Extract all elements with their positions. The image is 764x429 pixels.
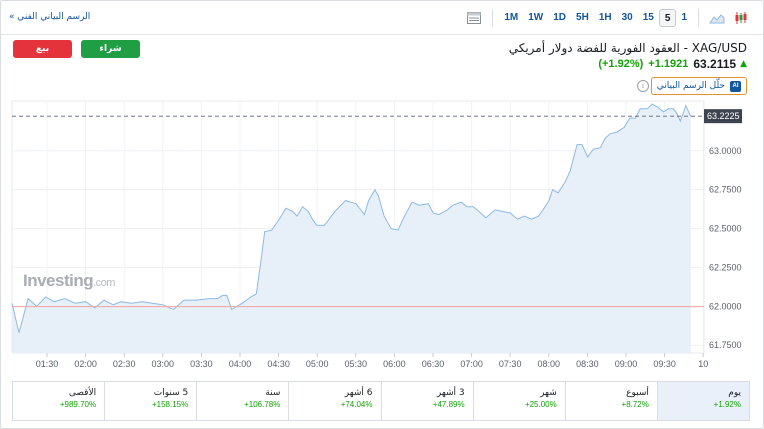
y-tick-label: 62.0000 — [709, 301, 742, 311]
x-tick-label: 05:30 — [345, 359, 368, 369]
performance-cell[interactable]: أسبوع +8.72% — [564, 382, 657, 420]
performance-value: +74.04% — [340, 400, 373, 409]
buy-button[interactable]: شراء — [81, 40, 140, 58]
last-price-box — [704, 109, 742, 124]
x-tick-label: 10 — [698, 359, 708, 369]
performance-strip: يوم +1.92% أسبوع +8.72% شهر +25.00% 3 أشهر +47.… — [12, 381, 750, 421]
performance-value: +158.15% — [151, 400, 189, 409]
timeframe-button[interactable]: 1W — [528, 12, 544, 23]
y-tick-label: 61.7500 — [709, 340, 742, 350]
ai-badge-icon: AI — [730, 80, 741, 92]
timeframe-button[interactable]: 5H — [576, 12, 589, 23]
analyze-chart-label: حلّل الرسم البياني — [656, 81, 725, 91]
technical-chart-link[interactable]: الرسم البياني الفني » — [9, 12, 91, 22]
performance-value: +106.78% — [244, 400, 281, 409]
timeframe-button[interactable]: 5 — [658, 9, 677, 27]
x-tick-label: 03:00 — [152, 359, 175, 369]
x-tick-label: 02:00 — [74, 359, 97, 369]
performance-period: 3 أشهر — [436, 388, 465, 398]
performance-period: 6 أشهر — [344, 388, 373, 398]
timeframe-button[interactable]: 30 — [621, 12, 633, 23]
performance-period: يوم — [728, 388, 741, 398]
x-tick-label: 09:00 — [615, 359, 638, 369]
watermark-brand: Investing — [23, 271, 94, 290]
x-tick-label: 07:30 — [499, 359, 522, 369]
x-tick-label: 06:00 — [383, 359, 406, 369]
x-tick-label: 04:00 — [229, 359, 252, 369]
series-area — [12, 104, 691, 353]
price-summary: (+1.92%) +1.1921 63.2115 ▲ — [598, 56, 747, 72]
performance-cell[interactable]: الأقصى +989.70% — [13, 382, 104, 420]
x-tick-label: 08:00 — [538, 359, 561, 369]
performance-value: +8.72% — [621, 400, 649, 409]
x-tick-label: 06:30 — [422, 359, 445, 369]
last-price-label: 63.2225 — [707, 111, 740, 121]
timeframe-button[interactable]: 1M — [504, 12, 519, 23]
performance-cell[interactable]: 3 أشهر +47.89% — [380, 382, 473, 420]
x-tick-label: 09:30 — [653, 359, 676, 369]
y-tick-label: 62.2500 — [709, 262, 742, 272]
x-tick-label: 08:30 — [576, 359, 599, 369]
x-tick-label: 04:30 — [267, 359, 290, 369]
performance-period: شهر — [540, 388, 557, 398]
timeframe-button[interactable]: 1 — [681, 12, 687, 23]
performance-period: أسبوع — [626, 388, 649, 398]
x-tick-label: 01:30 — [36, 359, 59, 369]
sell-button[interactable]: بيع — [13, 40, 72, 58]
candlestick-icon[interactable] — [732, 9, 750, 27]
x-tick-label: 02:30 — [113, 359, 136, 369]
toolbar-divider — [698, 9, 699, 27]
x-tick-label: 07:00 — [460, 359, 483, 369]
performance-cell[interactable]: 5 سنوات +158.15% — [104, 382, 196, 420]
timeframe-button[interactable]: 1D — [553, 12, 567, 23]
mountain-chart-icon[interactable] — [708, 9, 726, 27]
chart-toolbar: الرسم البياني الفني » 1M 1W 1D 5H 1H 30 15 5 1 — [1, 1, 763, 35]
timeframe-bar: 1M 1W 1D 5H 1H 30 15 5 1 — [462, 8, 753, 28]
change-value: +1.1921 — [648, 58, 689, 70]
y-tick-label: 63.0000 — [709, 146, 742, 156]
performance-value: +25.00% — [524, 400, 557, 409]
toolbar-divider — [492, 9, 494, 27]
last-price: 63.2115 — [693, 57, 737, 71]
performance-period: 5 سنوات — [153, 388, 189, 398]
x-tick-label: 03:30 — [190, 359, 213, 369]
series-line — [11, 103, 692, 333]
up-arrow-icon: ▲ — [740, 59, 747, 69]
instrument-title: XAG/USD - العقود الفورية للفضة دولار أمر… — [508, 41, 747, 55]
timeframe-button[interactable]: 15 — [642, 12, 654, 23]
performance-value: +47.89% — [432, 400, 465, 409]
performance-cell[interactable]: 6 أشهر +74.04% — [288, 382, 380, 420]
investing-watermark: Investing.com — [23, 271, 115, 291]
timeframe-buttons: 1M 1W 1D 5H 1H 30 15 5 1 — [499, 9, 692, 27]
performance-period: سنة — [265, 388, 281, 398]
performance-cell[interactable]: سنة +106.78% — [196, 382, 288, 420]
info-icon[interactable]: i — [637, 80, 649, 92]
timeframe-button[interactable]: 1H — [598, 12, 612, 23]
price-chart[interactable]: 61.7500 62.0000 62.2500 62.5000 62.7500 63.00… — [1, 1, 763, 379]
performance-value: +989.70% — [59, 400, 97, 409]
performance-cell[interactable]: يوم +1.92% — [656, 382, 749, 420]
analyze-chart-button[interactable]: AI حلّل الرسم البياني — [650, 77, 747, 95]
change-percent: (+1.92%) — [598, 58, 644, 70]
table-view-icon[interactable] — [465, 9, 483, 27]
x-tick-label: 05:00 — [306, 359, 329, 369]
performance-cell[interactable]: شهر +25.00% — [472, 382, 565, 420]
y-tick-label: 62.5000 — [709, 224, 742, 234]
performance-period: الأقصى — [68, 388, 97, 398]
performance-value: +1.92% — [713, 400, 741, 409]
watermark-suffix: .com — [93, 277, 115, 289]
y-tick-label: 62.7500 — [709, 185, 742, 195]
